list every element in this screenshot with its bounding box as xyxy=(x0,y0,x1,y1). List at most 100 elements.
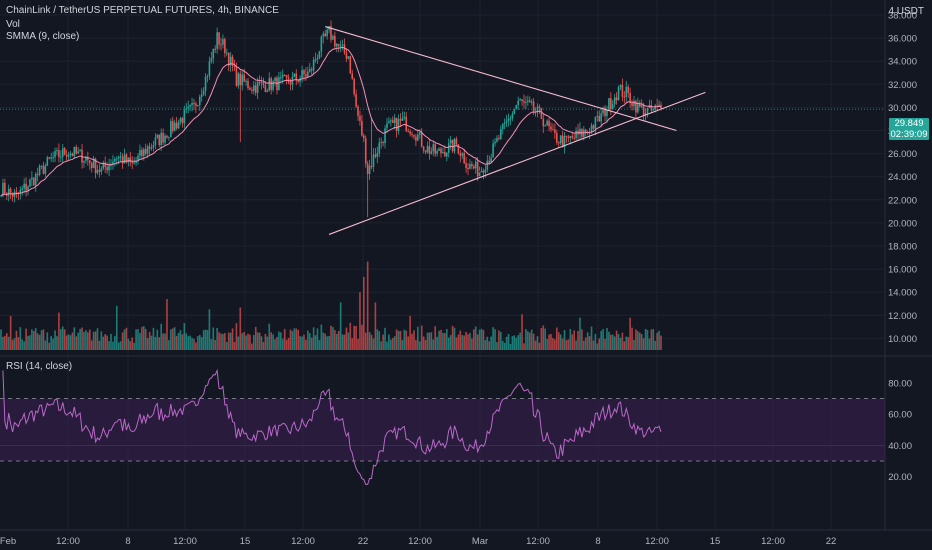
volume-bar xyxy=(204,329,207,350)
volume-bar xyxy=(579,317,581,350)
candle-body xyxy=(204,76,207,91)
volume-bar xyxy=(519,332,521,350)
rsi-indicator-label[interactable]: RSI (14, close) xyxy=(6,361,73,372)
candle-body xyxy=(87,158,89,161)
volume-bar xyxy=(272,334,274,350)
candle-body xyxy=(322,33,325,37)
volume-bar xyxy=(353,325,355,350)
price-axis-label: 38.000 xyxy=(888,11,917,22)
candle-body xyxy=(152,145,155,148)
candle-body xyxy=(237,73,240,86)
price-axis-label: 10.000 xyxy=(888,334,917,345)
volume-bar xyxy=(521,314,523,350)
time-axis-label: 12:00 xyxy=(761,536,785,547)
volume-bar xyxy=(276,336,278,350)
candle-body xyxy=(374,154,377,157)
candle-body xyxy=(382,141,384,144)
volume-bar xyxy=(283,328,286,350)
candle-body xyxy=(166,135,168,138)
volume-indicator-label[interactable]: Vol xyxy=(6,19,20,30)
candle-body xyxy=(447,143,450,153)
candle-body xyxy=(334,35,336,47)
candle-body xyxy=(173,122,176,131)
candle-body xyxy=(143,149,145,156)
volume-bar xyxy=(301,336,303,350)
candle-body xyxy=(596,116,599,118)
candle-body xyxy=(150,147,153,149)
current-price-value: 29.849 xyxy=(894,118,924,129)
volume-bar xyxy=(445,329,448,350)
candle-body xyxy=(61,148,64,157)
candle-body xyxy=(430,151,433,154)
candle-body xyxy=(112,161,114,165)
time-axis-label: 22 xyxy=(826,536,837,547)
candle-body xyxy=(235,66,238,86)
candle-body xyxy=(117,156,120,159)
volume-bar xyxy=(654,340,657,350)
candle-body xyxy=(171,121,174,131)
candle-body xyxy=(347,56,350,59)
volume-bar xyxy=(61,326,64,350)
volume-bar xyxy=(380,341,382,350)
volume-bar xyxy=(247,333,249,350)
smma-indicator-label[interactable]: SMMA (9, close) xyxy=(6,31,80,42)
volume-bar xyxy=(629,317,631,350)
candle-body xyxy=(509,118,512,120)
volume-bar xyxy=(60,329,62,350)
candle-body xyxy=(224,39,226,54)
smma-line xyxy=(0,46,662,197)
volume-bar xyxy=(44,340,47,350)
volume-bar xyxy=(114,335,116,350)
candle-body xyxy=(451,139,454,152)
time-axis-label: 8 xyxy=(595,536,600,547)
volume-bar xyxy=(482,330,485,350)
candle-body xyxy=(308,69,311,72)
volume-bar xyxy=(575,340,577,350)
volume-bar xyxy=(4,335,6,350)
candle-body xyxy=(372,154,375,167)
candle-body xyxy=(13,191,16,197)
candle-body xyxy=(525,102,527,104)
volume-bar xyxy=(227,332,230,350)
volume-bar xyxy=(507,334,510,350)
volume-bar xyxy=(25,328,27,350)
candle-body xyxy=(73,147,76,157)
volume-bar xyxy=(185,333,188,350)
volume-bar xyxy=(156,329,159,350)
candle-body xyxy=(411,133,413,135)
candle-body xyxy=(335,43,338,47)
candle-body xyxy=(60,156,62,158)
candle-body xyxy=(349,56,352,74)
volume-bar xyxy=(390,339,392,350)
candle-body xyxy=(75,147,78,154)
candle-body xyxy=(592,125,595,129)
candle-body xyxy=(274,77,276,82)
volume-bar xyxy=(220,333,222,350)
volume-bar xyxy=(158,337,161,350)
time-axis-label: 12:00 xyxy=(56,536,80,547)
volume-bar xyxy=(484,340,487,350)
volume-bar xyxy=(305,339,307,350)
volume-bar xyxy=(177,332,180,350)
candle-body xyxy=(480,170,483,173)
candle-body xyxy=(241,74,244,86)
candle-body xyxy=(341,44,344,46)
volume-bar xyxy=(469,332,471,350)
candle-body xyxy=(295,73,298,80)
symbol-title[interactable]: ChainLink / TetherUS PERPETUAL FUTURES, … xyxy=(6,5,279,16)
candle-body xyxy=(521,99,523,102)
volume-bar xyxy=(430,332,433,350)
volume-bar xyxy=(262,341,265,350)
currency-label[interactable]: 4 USDT xyxy=(888,6,924,17)
candle-body xyxy=(314,59,317,61)
candle-body xyxy=(36,173,39,176)
volume-bar xyxy=(87,332,89,350)
volume-bar xyxy=(615,330,618,350)
volume-bar xyxy=(343,334,346,350)
candle-body xyxy=(604,107,606,117)
candle-body xyxy=(110,164,112,166)
volume-bar xyxy=(332,327,334,350)
candle-body xyxy=(579,128,581,135)
candle-body xyxy=(399,119,402,121)
